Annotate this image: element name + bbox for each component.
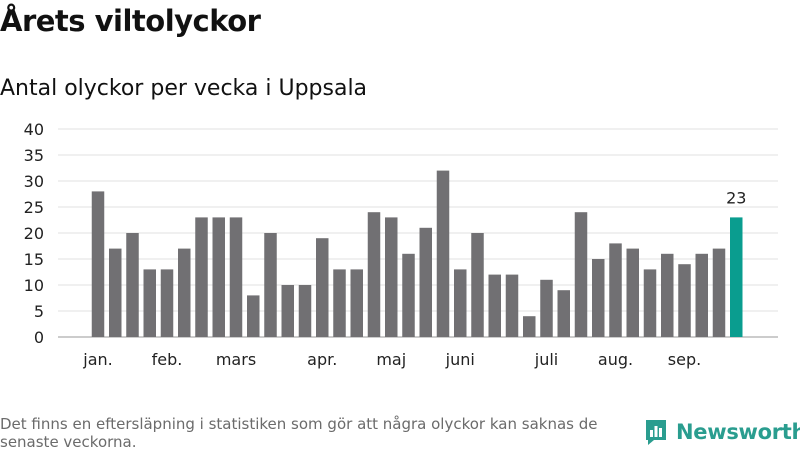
x-month-label: apr. <box>307 350 337 369</box>
annotations: 23 <box>726 188 746 207</box>
footnote: Det finns en eftersläpning i statistiken… <box>0 415 598 451</box>
bar <box>316 238 329 337</box>
x-month-label: feb. <box>152 350 183 369</box>
chart-title: Årets viltolyckor <box>0 4 261 38</box>
bar <box>333 269 346 337</box>
bar <box>471 233 484 337</box>
bar <box>574 212 588 337</box>
y-tick-label: 10 <box>24 276 44 295</box>
bar <box>419 227 432 337</box>
y-tick-label: 5 <box>34 302 44 321</box>
chart-subtitle: Antal olyckor per vecka i Uppsala <box>0 76 368 101</box>
bar <box>454 269 467 337</box>
y-tick-label: 15 <box>24 250 44 269</box>
x-month-label: jan. <box>82 350 112 369</box>
bar <box>661 253 674 337</box>
bar <box>126 233 139 337</box>
y-tick-label: 20 <box>24 224 44 243</box>
bar <box>402 253 415 337</box>
bar <box>298 285 312 337</box>
bar <box>609 243 622 337</box>
y-tick-label: 40 <box>24 120 44 139</box>
bar-chart: 0 5 10 15 20 25 30 35 40 jan. feb. mars apr. maj juni… <box>24 120 778 369</box>
x-month-label: juli <box>534 350 558 369</box>
x-month-label: juni <box>445 350 475 369</box>
bar <box>247 295 260 337</box>
bar <box>367 212 381 337</box>
bar <box>350 269 363 337</box>
bar <box>626 248 639 337</box>
x-month-label: maj <box>376 350 406 369</box>
bar <box>229 217 243 337</box>
brand-logo: Newsworthy <box>644 418 800 446</box>
bar-highlight <box>730 217 743 337</box>
bar <box>178 248 191 337</box>
y-tick-label: 25 <box>24 198 44 217</box>
bar <box>160 269 174 337</box>
bar <box>385 217 398 337</box>
y-tick-label: 30 <box>24 172 44 191</box>
bar <box>523 316 536 337</box>
bars <box>91 170 743 337</box>
bar <box>436 170 450 337</box>
bar <box>678 264 691 337</box>
bar <box>557 290 570 337</box>
x-month-label: aug. <box>598 350 633 369</box>
x-axis-labels: jan. feb. mars apr. maj juni juli aug. sep. <box>82 350 701 369</box>
highlight-value-label: 23 <box>726 188 746 207</box>
bar <box>281 285 294 337</box>
bar <box>488 274 501 337</box>
bar <box>540 279 553 337</box>
bar <box>643 269 657 337</box>
bar <box>143 269 156 337</box>
bar-chart-speech-bubble-icon <box>646 420 666 445</box>
y-tick-label: 0 <box>34 328 44 347</box>
bar <box>592 259 605 337</box>
x-month-label: sep. <box>668 350 701 369</box>
bar <box>712 248 726 337</box>
bar <box>212 217 225 337</box>
bar <box>195 217 208 337</box>
bar <box>505 274 519 337</box>
y-tick-label: 35 <box>24 146 44 165</box>
brand-name: Newsworthy <box>676 420 800 444</box>
bar <box>264 233 277 337</box>
bar <box>695 253 708 337</box>
y-axis-ticks: 0 5 10 15 20 25 30 35 40 <box>24 120 44 347</box>
bar <box>91 191 105 337</box>
x-month-label: mars <box>216 350 256 369</box>
bar <box>109 248 122 337</box>
